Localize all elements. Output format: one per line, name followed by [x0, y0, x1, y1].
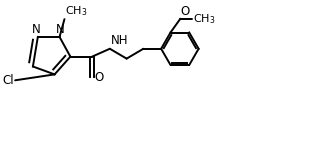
Text: Cl: Cl	[2, 74, 14, 87]
Text: O: O	[180, 5, 190, 18]
Text: N: N	[56, 23, 65, 36]
Text: CH$_3$: CH$_3$	[66, 4, 88, 18]
Text: NH: NH	[111, 34, 128, 47]
Text: N: N	[32, 23, 40, 36]
Text: O: O	[94, 71, 103, 84]
Text: CH$_3$: CH$_3$	[193, 12, 216, 26]
